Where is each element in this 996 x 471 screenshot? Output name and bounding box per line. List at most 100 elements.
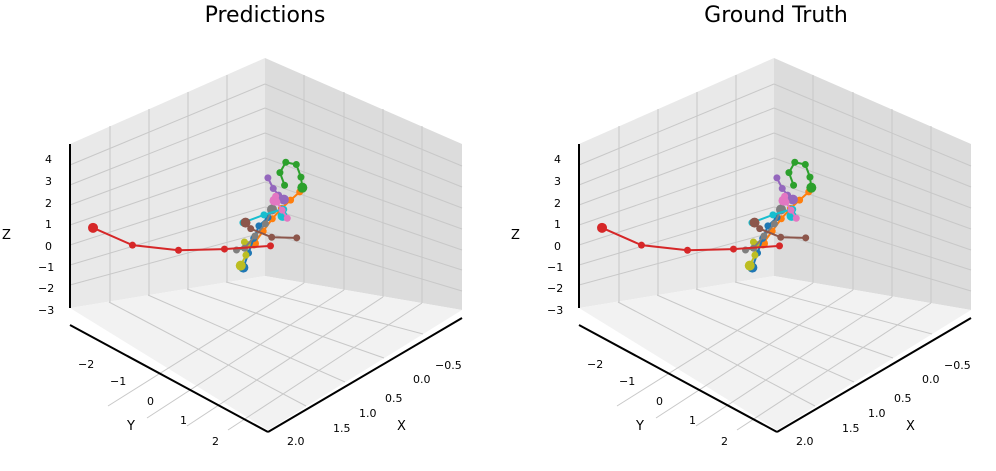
- data-point: [272, 192, 280, 200]
- data-point: [749, 238, 757, 246]
- data-marks: [597, 158, 817, 273]
- data-point: [801, 161, 809, 169]
- y-tick-labels: −2 −1 0 1 2: [587, 358, 728, 448]
- y-tick-label: 0: [656, 395, 663, 408]
- z-tick-label: 0: [45, 240, 52, 253]
- x-tick-label: 2.0: [287, 435, 305, 448]
- z-tick-label: 1: [554, 218, 561, 231]
- z-tick-label: −1: [38, 261, 54, 274]
- data-point: [174, 246, 182, 254]
- y-axis-label: Y: [126, 419, 135, 434]
- data-point: [282, 158, 290, 166]
- data-point: [266, 242, 274, 250]
- ground-truth-title: Ground Truth: [704, 3, 848, 28]
- x-tick-label: 0.0: [413, 373, 431, 386]
- y-tick-label: 1: [689, 414, 696, 427]
- z-tick-label: −2: [547, 282, 563, 295]
- data-point: [760, 232, 768, 240]
- data-point: [276, 169, 284, 177]
- x-tick-label: 2.0: [796, 435, 814, 448]
- data-point: [637, 241, 645, 249]
- data-point: [764, 222, 772, 230]
- data-point: [269, 185, 277, 193]
- data-point: [597, 222, 608, 233]
- x-tick-label: 1.0: [359, 407, 377, 420]
- z-tick-label: 4: [45, 153, 52, 166]
- data-point: [287, 196, 295, 204]
- y-axis-line: [578, 324, 778, 433]
- data-point: [782, 198, 790, 206]
- data-point: [729, 245, 737, 253]
- data-point: [255, 222, 263, 230]
- z-tick-labels: 4 3 2 1 0 −1 −2 −3: [38, 153, 54, 317]
- data-point: [297, 182, 308, 193]
- z-tick-label: 2: [554, 197, 561, 210]
- predictions-panel: Predictions 4: [2, 3, 463, 448]
- data-point: [806, 173, 814, 181]
- left-pane-wall: [70, 58, 265, 308]
- y-tick-label: −2: [78, 358, 94, 371]
- data-point: [242, 251, 250, 259]
- left-pane-wall: [579, 58, 774, 308]
- data-point: [775, 242, 783, 250]
- x-tick-label: 1.5: [333, 422, 351, 435]
- data-point: [261, 220, 269, 228]
- x-tick-labels: −0.5 0.0 0.5 1.0 1.5 2.0: [796, 359, 971, 448]
- floor-pane: [579, 276, 971, 430]
- z-tick-label: −1: [547, 261, 563, 274]
- data-point: [769, 211, 777, 219]
- y-axis-label: Y: [635, 419, 644, 434]
- data-point: [240, 217, 251, 228]
- x-axis-line: [776, 317, 972, 433]
- data-marks: [88, 158, 308, 273]
- x-tick-label: 0.0: [922, 373, 940, 386]
- x-axis-line: [267, 317, 463, 433]
- data-point: [792, 214, 800, 222]
- z-tick-label: 4: [554, 153, 561, 166]
- data-point: [770, 220, 778, 228]
- y-tick-label: −1: [110, 375, 126, 388]
- y-tick-labels: −2 −1 0 1 2: [78, 358, 219, 448]
- y-tick-label: −2: [587, 358, 603, 371]
- y-tick-label: 2: [212, 435, 219, 448]
- data-point: [283, 214, 291, 222]
- data-point: [683, 246, 691, 254]
- data-point: [293, 234, 301, 242]
- grid-lines: [578, 75, 972, 431]
- data-point: [802, 234, 810, 242]
- z-axis-label: Z: [2, 228, 11, 243]
- data-point: [791, 158, 799, 166]
- data-point: [235, 260, 246, 271]
- y-tick-label: −1: [619, 375, 635, 388]
- data-point: [297, 173, 305, 181]
- z-tick-label: 0: [554, 240, 561, 253]
- data-point: [273, 198, 281, 206]
- x-tick-labels: −0.5 0.0 0.5 1.0 1.5 2.0: [287, 359, 462, 448]
- data-point: [787, 206, 795, 214]
- x-tick-label: 1.0: [868, 407, 886, 420]
- data-point: [744, 260, 755, 271]
- y-tick-label: 1: [180, 414, 187, 427]
- z-tick-label: −2: [38, 282, 54, 295]
- data-point: [260, 211, 268, 219]
- data-point: [240, 238, 248, 246]
- data-point: [773, 174, 781, 182]
- data-point: [756, 225, 764, 233]
- data-point: [777, 233, 785, 241]
- x-tick-label: −0.5: [435, 359, 462, 372]
- data-point: [251, 232, 259, 240]
- data-point: [806, 182, 817, 193]
- y-axis-line: [69, 324, 269, 433]
- x-axis-label: X: [906, 419, 915, 434]
- data-point: [220, 245, 228, 253]
- z-tick-label: 3: [554, 175, 561, 188]
- data-point: [128, 241, 136, 249]
- z-tick-label: 1: [45, 218, 52, 231]
- grid-lines: [69, 75, 463, 431]
- x-tick-label: 0.5: [385, 392, 403, 405]
- data-point: [781, 192, 789, 200]
- data-point: [778, 185, 786, 193]
- data-point: [749, 217, 760, 228]
- data-point: [88, 222, 99, 233]
- x-tick-label: 0.5: [894, 392, 912, 405]
